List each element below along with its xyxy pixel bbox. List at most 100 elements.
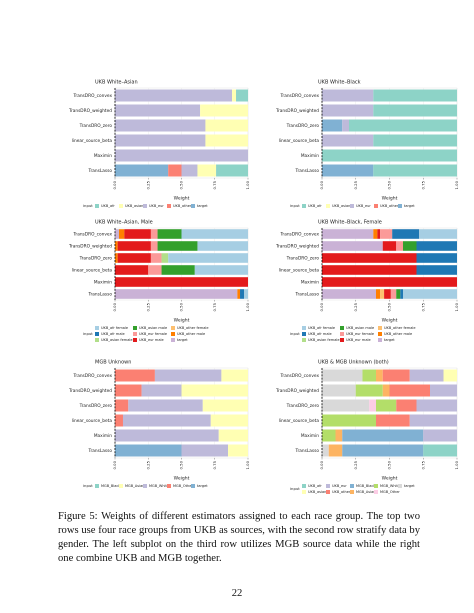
y-tick-label: Maximin — [301, 280, 319, 286]
legend-swatch — [191, 484, 195, 488]
legend-swatch — [95, 326, 99, 330]
bar-segment — [362, 369, 376, 382]
bar-segment — [115, 104, 201, 117]
bar-segment — [168, 164, 182, 177]
y-tick-label: TransDRO_zero — [286, 403, 320, 409]
x-axis-label: Weight — [382, 196, 398, 202]
bar-segment — [342, 444, 424, 457]
y-tick-label: TransDRO_weighted — [275, 108, 319, 114]
bar-segment — [409, 414, 457, 427]
legend-swatch — [167, 204, 171, 208]
legend-label: UKB_afr female — [308, 326, 335, 330]
x-tick-label: 1.00 — [245, 460, 250, 469]
legend-label: UKB_other — [173, 204, 192, 208]
bar-segment — [200, 104, 248, 117]
bar-segment — [384, 289, 391, 299]
bar-segment — [115, 241, 118, 251]
y-tick-label: TransLasso — [295, 168, 320, 174]
legend-swatch — [133, 332, 137, 336]
chart-title: UKB & MGB Unknown (both) — [318, 360, 389, 366]
y-tick-label: linear_source_beta — [72, 418, 113, 424]
chart-title: UKB White–Black — [318, 80, 361, 86]
bar-segment — [218, 429, 248, 442]
bar-segment — [322, 134, 374, 147]
bar-segment — [216, 164, 248, 177]
legend-label: UKB_afr — [308, 484, 322, 488]
bar-segment — [355, 384, 383, 397]
bar-segment — [237, 289, 241, 299]
bar-segment — [377, 229, 381, 239]
bar-segment — [115, 229, 119, 239]
x-axis-label: Weight — [174, 476, 190, 482]
bar-segment — [161, 253, 169, 263]
legend-label: UKB_afr female — [101, 326, 128, 330]
legend-swatch — [302, 484, 306, 488]
bar-segment — [373, 104, 457, 117]
legend-swatch — [350, 490, 354, 494]
y-tick-label: Maximin — [301, 153, 319, 159]
bar-segment — [396, 289, 401, 299]
bar-segment — [181, 229, 248, 239]
x-tick-label: 0.00 — [319, 180, 324, 189]
legend-swatch — [326, 490, 330, 494]
bar-segment — [115, 164, 169, 177]
legend-label: UKB_asian male — [346, 326, 374, 330]
bar-segment — [128, 399, 203, 412]
legend-label: UKB_other — [332, 490, 351, 494]
bar-segment — [117, 241, 151, 251]
legend-label: MGB_White — [149, 484, 169, 488]
caption: Figure 5: Weights of different estimator… — [58, 511, 420, 564]
y-tick-label: TransDRO_zero — [286, 256, 320, 262]
bar-segment — [382, 369, 410, 382]
legend-label: UKB_eur female — [139, 332, 167, 336]
bar-segment — [240, 289, 245, 299]
legend-label: UKB_asian — [308, 490, 326, 494]
bar-segment — [322, 429, 336, 442]
legend-swatch — [302, 332, 306, 336]
legend-swatch — [133, 326, 137, 330]
bar-segment — [221, 369, 248, 382]
x-axis-label: Weight — [174, 196, 190, 202]
x-tick-label: 0.25 — [353, 460, 358, 469]
legend-label: MGB_Black — [356, 484, 376, 488]
y-tick-label: TransLasso — [88, 168, 113, 174]
bar-segment — [380, 289, 385, 299]
x-tick-label: 0.75 — [212, 460, 217, 469]
bar-segment — [197, 241, 248, 251]
bar-segment — [115, 369, 155, 382]
y-tick-label: TransDRO_convex — [72, 232, 112, 238]
bar-segment — [205, 119, 248, 132]
bar-segment — [115, 277, 248, 287]
y-tick-label: Maximin — [94, 280, 112, 286]
y-tick-label: TransDRO_zero — [79, 403, 113, 409]
x-tick-label: 0.25 — [353, 180, 358, 189]
legend-swatch — [119, 484, 123, 488]
legend-label: MGB_Asian — [356, 490, 375, 494]
legend-label: UKB_eur — [332, 484, 347, 488]
bar-segment — [181, 384, 248, 397]
x-tick-label: 0.25 — [353, 302, 358, 311]
bar-segment — [328, 444, 343, 457]
x-axis-label: Weight — [382, 318, 398, 324]
bar-segment — [342, 119, 349, 132]
x-tick-label: 0.50 — [387, 180, 392, 189]
y-tick-label: TransDRO_convex — [279, 373, 319, 379]
y-tick-label: TransDRO_zero — [79, 123, 113, 129]
legend-label: UKB_other male — [177, 332, 205, 336]
bar-segment — [228, 444, 248, 457]
bar-segment — [403, 289, 457, 299]
legend-title: input — [83, 331, 93, 336]
legend-swatch — [95, 204, 99, 208]
legend-swatch — [340, 332, 344, 336]
legend-swatch — [378, 332, 382, 336]
bar-segment — [443, 369, 457, 382]
bar-segment — [419, 229, 457, 239]
y-tick-label: TransDRO_zero — [286, 123, 320, 129]
legend-label: MGB_Other — [173, 484, 193, 488]
legend-label: target — [384, 338, 395, 342]
bar-segment — [403, 241, 417, 251]
bar-segment — [380, 229, 393, 239]
legend-swatch — [119, 204, 123, 208]
bar-segment — [373, 134, 457, 147]
